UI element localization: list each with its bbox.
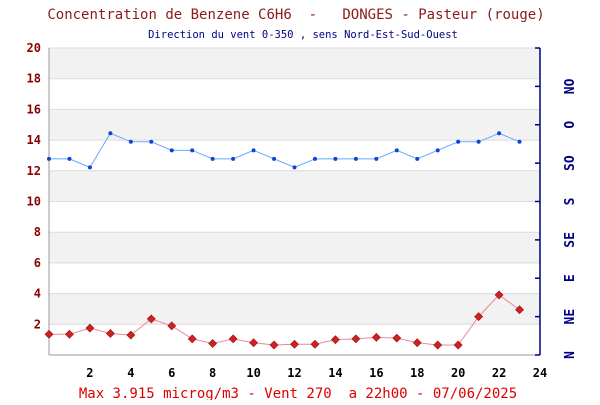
- wind-direction-point: [394, 148, 399, 153]
- concentration-point: [412, 338, 422, 348]
- concentration-point: [167, 321, 177, 331]
- x-tick-label: 8: [209, 366, 216, 380]
- x-tick-label: 6: [168, 366, 175, 380]
- chart-title: Concentration de Benzene C6H6 - DONGES -…: [47, 7, 544, 23]
- x-tick-label: 14: [328, 366, 342, 380]
- concentration-point: [126, 330, 136, 340]
- wind-direction-point: [210, 156, 215, 161]
- concentration-point: [371, 332, 381, 342]
- y-tick-label: 4: [34, 287, 41, 301]
- wind-direction-point: [47, 156, 51, 161]
- wind-direction-point: [272, 156, 277, 161]
- wind-direction-point: [251, 148, 256, 153]
- x-tick-label: 12: [287, 366, 301, 380]
- concentration-point: [433, 340, 443, 350]
- right-axis-label: E: [563, 274, 578, 282]
- wind-direction-point: [374, 156, 379, 161]
- wind-direction-point: [456, 139, 461, 144]
- concentration-point: [474, 312, 484, 322]
- right-axis-label: SE: [563, 232, 578, 248]
- chart-footer: Max 3.915 microg/m3 - Vent 270 a 22h00 -…: [79, 386, 517, 400]
- chart-subtitle: Direction du vent 0-350 , sens Nord-Est-…: [148, 29, 458, 41]
- wind-direction-point: [169, 148, 174, 153]
- wind-direction-point: [497, 131, 502, 136]
- wind-direction-point: [67, 156, 72, 161]
- x-tick-label: 22: [492, 366, 506, 380]
- wind-direction-point: [87, 165, 92, 170]
- y-tick-label: 18: [27, 72, 41, 86]
- grid-band: [49, 293, 540, 325]
- right-axis-label: SO: [563, 155, 578, 171]
- concentration-point: [269, 340, 279, 350]
- y-tick-label: 14: [27, 133, 41, 147]
- y-tick-label: 12: [27, 164, 41, 178]
- right-axis-label: NO: [563, 78, 578, 94]
- wind-direction-line: [49, 132, 520, 169]
- x-tick-label: 2: [86, 366, 93, 380]
- concentration-point: [392, 333, 402, 343]
- y-tick-label: 10: [27, 195, 41, 209]
- wind-direction-point: [149, 139, 154, 144]
- y-tick-label: 16: [27, 102, 41, 116]
- x-tick-label: 10: [246, 366, 260, 380]
- grid-band: [49, 109, 540, 141]
- concentration-point: [65, 329, 74, 339]
- wind-direction-point: [108, 131, 113, 136]
- wind-direction-point: [333, 156, 338, 161]
- x-tick-label: 24: [533, 366, 547, 380]
- series-layer: [44, 131, 524, 350]
- wind-direction-point: [190, 148, 195, 153]
- x-tick-label: 4: [127, 366, 134, 380]
- y-tick-label: 20: [27, 41, 41, 55]
- concentration-point: [310, 339, 320, 349]
- right-axis-label: O: [563, 121, 578, 129]
- right-axis-label: NE: [563, 309, 578, 325]
- concentration-point: [330, 335, 340, 345]
- concentration-point: [105, 329, 115, 338]
- y-tick-label: 6: [34, 256, 41, 270]
- grid-band: [49, 232, 540, 263]
- x-tick-label: 20: [451, 366, 465, 380]
- wind-direction-point: [353, 156, 358, 161]
- grid-band: [49, 170, 540, 202]
- concentration-point: [249, 338, 259, 348]
- wind-direction-point: [292, 165, 297, 170]
- y-tick-label: 2: [34, 317, 41, 331]
- right-axis-label: N: [563, 351, 578, 359]
- concentration-point: [146, 314, 156, 324]
- concentration-point: [187, 334, 197, 344]
- concentration-point: [453, 340, 463, 350]
- axes: [48, 47, 541, 356]
- concentration-point: [515, 305, 524, 315]
- grid-bands: [49, 48, 540, 325]
- wind-direction-point: [312, 156, 317, 161]
- grid-band: [49, 48, 540, 79]
- wind-direction-point: [128, 139, 133, 144]
- wind-direction-point: [517, 139, 522, 144]
- concentration-point: [494, 290, 504, 300]
- concentration-point: [44, 329, 54, 339]
- right-axis-label: S: [563, 197, 578, 205]
- concentration-point: [208, 339, 218, 348]
- wind-direction-point: [476, 139, 481, 144]
- y-tick-label: 8: [34, 225, 41, 239]
- x-tick-label: 18: [410, 366, 424, 380]
- wind-direction-point: [415, 156, 420, 161]
- wind-direction-point: [231, 156, 236, 161]
- concentration-point: [290, 339, 299, 349]
- concentration-point: [228, 334, 238, 344]
- concentration-point: [85, 323, 95, 333]
- concentration-point: [351, 334, 361, 344]
- wind-direction-point: [435, 148, 440, 153]
- x-tick-label: 16: [369, 366, 383, 380]
